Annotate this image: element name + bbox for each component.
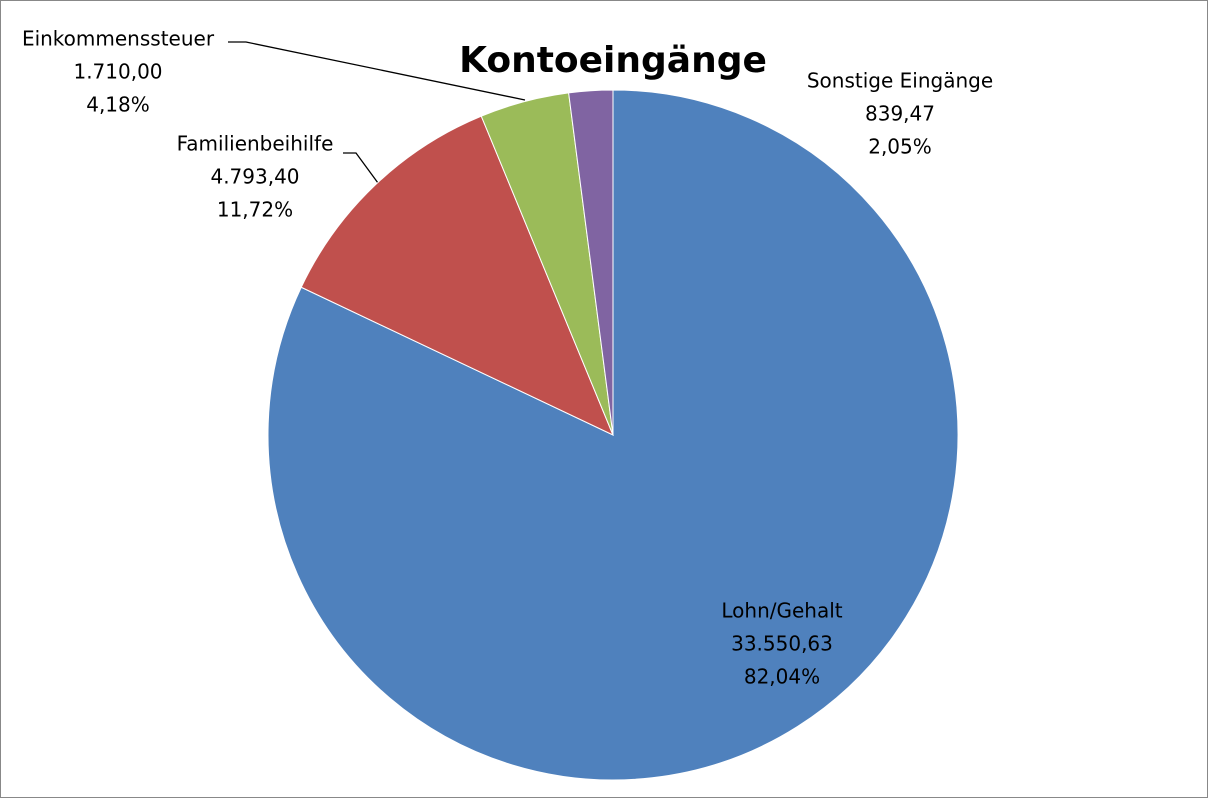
slice-label-name: Familienbeihilfe (177, 132, 334, 156)
pie-slice (300, 115, 614, 437)
slice-label-name: Einkommenssteuer (22, 27, 215, 51)
slice-label-value: 1.710,00 (73, 60, 162, 84)
leader-line (343, 152, 379, 184)
slice-label-name: Sonstige Eingänge (807, 69, 993, 93)
pie-slice (568, 89, 614, 436)
chart-title: Kontoeingänge (459, 40, 767, 81)
leader-line (228, 41, 526, 101)
slice-label-name: Lohn/Gehalt (721, 599, 842, 623)
slice-label-percent: 2,05% (868, 135, 932, 159)
slice-label-percent: 4,18% (86, 93, 150, 117)
slice-label-value: 4.793,40 (210, 165, 299, 189)
slice-label-value: 839,47 (865, 102, 935, 126)
slice-label-percent: 11,72% (217, 198, 293, 222)
slice-label-percent: 82,04% (744, 665, 820, 689)
slice-label-value: 33.550,63 (731, 632, 833, 656)
